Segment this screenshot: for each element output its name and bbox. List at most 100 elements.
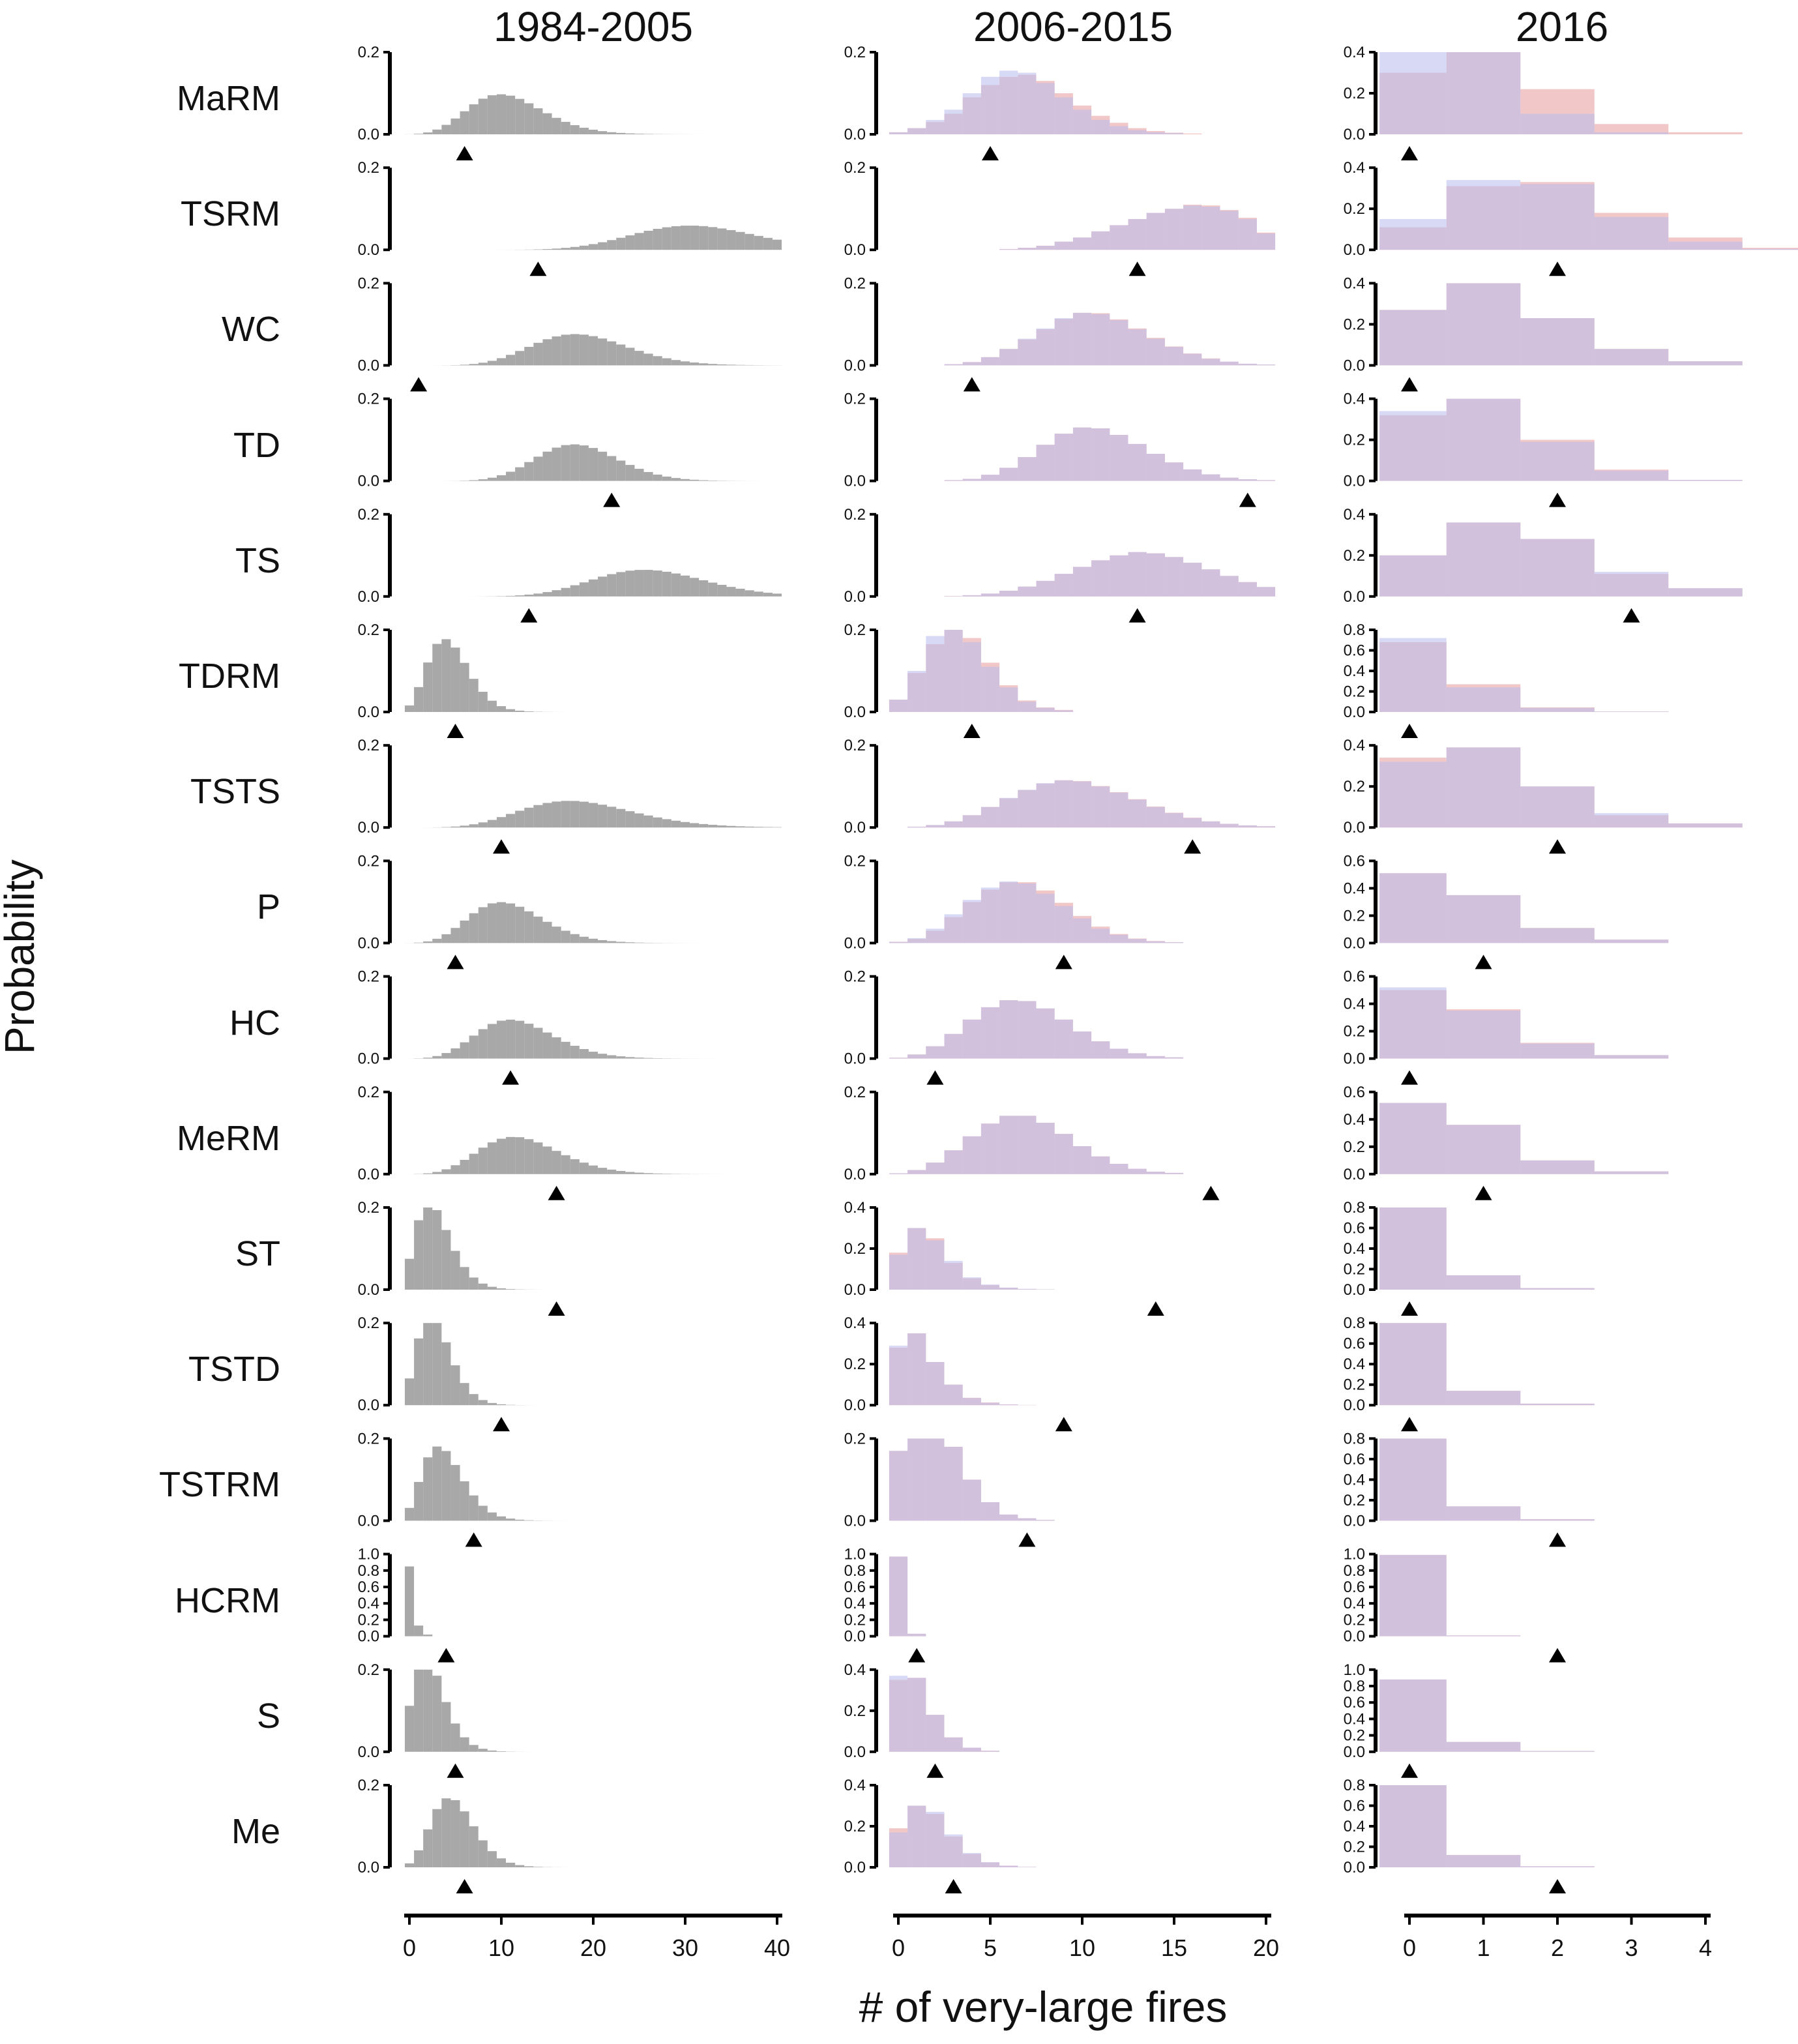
gray-bar-13 <box>524 807 534 828</box>
gray-bar-11 <box>506 471 516 481</box>
gray-bar-13 <box>524 103 534 134</box>
gray-bar-15 <box>542 113 552 134</box>
gray-bar-12 <box>515 711 525 712</box>
gray-bar-10 <box>496 1138 507 1174</box>
gray-bar-4 <box>441 1451 451 1521</box>
gray-bar-25 <box>634 813 644 828</box>
blue-bar-13 <box>1128 1053 1147 1059</box>
blue-bar-3 <box>1594 813 1669 828</box>
y-tick-label: 0.0 <box>358 1743 379 1761</box>
blue-bar-2 <box>926 1715 945 1752</box>
y-tick-label: 0.0 <box>358 819 379 837</box>
row-label-merm: MeRM <box>177 1118 280 1158</box>
gray-bar-32 <box>699 580 709 597</box>
y-tick-label: 0.0 <box>1344 1397 1365 1414</box>
gray-bar-1 <box>414 1481 424 1521</box>
y-tick-label: 0.2 <box>1344 316 1365 333</box>
y-tick-label: 0.4 <box>1344 880 1365 897</box>
y-tick-label: 0.8 <box>1344 1562 1365 1580</box>
gray-bar-2 <box>423 1323 433 1406</box>
observed-marker <box>548 1185 565 1200</box>
panel-td-0-1: 0.0 0.2 <box>844 391 1276 507</box>
blue-bar-13 <box>1128 218 1147 250</box>
y-tick-label: 0.2 <box>844 621 866 639</box>
blue-bar-1 <box>907 1333 926 1406</box>
gray-bar-24 <box>625 348 635 366</box>
y-tick-label: 0.4 <box>844 1314 866 1332</box>
blue-bar-10 <box>1072 1146 1092 1174</box>
y-tick-label: 0.2 <box>358 1314 379 1332</box>
panel-me-0-0: 0.0 0.2 <box>358 1777 617 1893</box>
gray-bar-8 <box>478 479 488 481</box>
y-tick-label: 0.0 <box>844 588 866 606</box>
gray-bar-19 <box>579 801 589 828</box>
blue-bar-9 <box>1054 434 1073 481</box>
y-tick-label: 0.0 <box>358 1397 379 1414</box>
red-bar-3 <box>1594 124 1669 134</box>
blue-bar-3 <box>944 1150 963 1174</box>
blue-bar-3 <box>944 480 963 481</box>
blue-bar-5 <box>1742 248 1798 250</box>
gray-bar-12 <box>515 595 525 597</box>
gray-bar-10 <box>496 358 507 366</box>
gray-bar-15 <box>542 451 552 481</box>
blue-bar-18 <box>1220 823 1239 828</box>
blue-bar-4 <box>962 1747 981 1752</box>
gray-bar-1 <box>414 1850 424 1867</box>
y-tick-label: 0.2 <box>1344 1492 1365 1509</box>
y-tick-label: 0.0 <box>1344 1512 1365 1530</box>
gray-bar-10 <box>496 1516 507 1521</box>
gray-bar-16 <box>552 1037 561 1059</box>
blue-bar-7 <box>1018 1001 1037 1059</box>
y-tick-label: 0.4 <box>358 1595 379 1612</box>
y-tick-label: 0.0 <box>1344 126 1365 143</box>
gray-bar-34 <box>717 364 727 366</box>
gray-bar-5 <box>450 1464 460 1521</box>
y-tick-label: 0.2 <box>358 159 379 177</box>
blue-bar-4 <box>1668 823 1743 828</box>
blue-bar-4 <box>962 362 981 366</box>
blue-bar-3 <box>944 1384 963 1406</box>
y-tick-label: 0.4 <box>1344 996 1365 1013</box>
gray-bar-10 <box>496 1751 507 1752</box>
gray-bar-13 <box>524 1520 534 1521</box>
observed-marker <box>493 839 510 854</box>
observed-marker <box>908 1648 926 1663</box>
blue-bar-11 <box>1091 119 1110 134</box>
gray-bar-1 <box>414 1625 424 1637</box>
blue-bar-8 <box>1036 580 1055 597</box>
gray-bar-1 <box>414 1338 424 1406</box>
y-tick-label: 0.2 <box>1344 432 1365 449</box>
gray-bar-16 <box>552 447 561 481</box>
blue-bar-0 <box>1379 1679 1447 1752</box>
blue-bar-3 <box>944 596 963 597</box>
gray-bar-2 <box>423 1457 433 1521</box>
blue-bar-1 <box>1446 1275 1521 1290</box>
gray-bar-9 <box>487 1750 497 1752</box>
gray-bar-0 <box>404 1566 415 1637</box>
blue-bar-4 <box>962 1398 981 1406</box>
gray-bar-14 <box>533 916 543 943</box>
gray-bar-9 <box>487 1024 497 1059</box>
red-bar-4 <box>1668 132 1743 134</box>
gray-bar-3 <box>432 129 442 134</box>
blue-bar-20 <box>1256 587 1276 597</box>
blue-bar-3 <box>1594 470 1669 481</box>
y-tick-label: 0.2 <box>1344 1839 1365 1856</box>
blue-bar-4 <box>962 595 981 597</box>
gray-bar-21 <box>598 576 608 597</box>
blue-bar-1 <box>907 1228 926 1290</box>
blue-bar-5 <box>980 475 1000 481</box>
y-tick-label: 0.4 <box>1344 737 1365 754</box>
gray-bar-7 <box>469 679 479 712</box>
blue-bar-6 <box>999 687 1018 712</box>
gray-bar-20 <box>588 244 598 250</box>
blue-bar-0 <box>889 1254 908 1290</box>
blue-bar-12 <box>1110 1164 1128 1174</box>
y-tick-label: 0.0 <box>844 819 866 837</box>
gray-bar-34 <box>717 825 727 828</box>
blue-bar-17 <box>1201 569 1220 597</box>
y-tick-label: 0.8 <box>1344 621 1365 639</box>
y-tick-label: 0.0 <box>1344 819 1365 837</box>
y-tick-label: 0.2 <box>1344 1261 1365 1279</box>
